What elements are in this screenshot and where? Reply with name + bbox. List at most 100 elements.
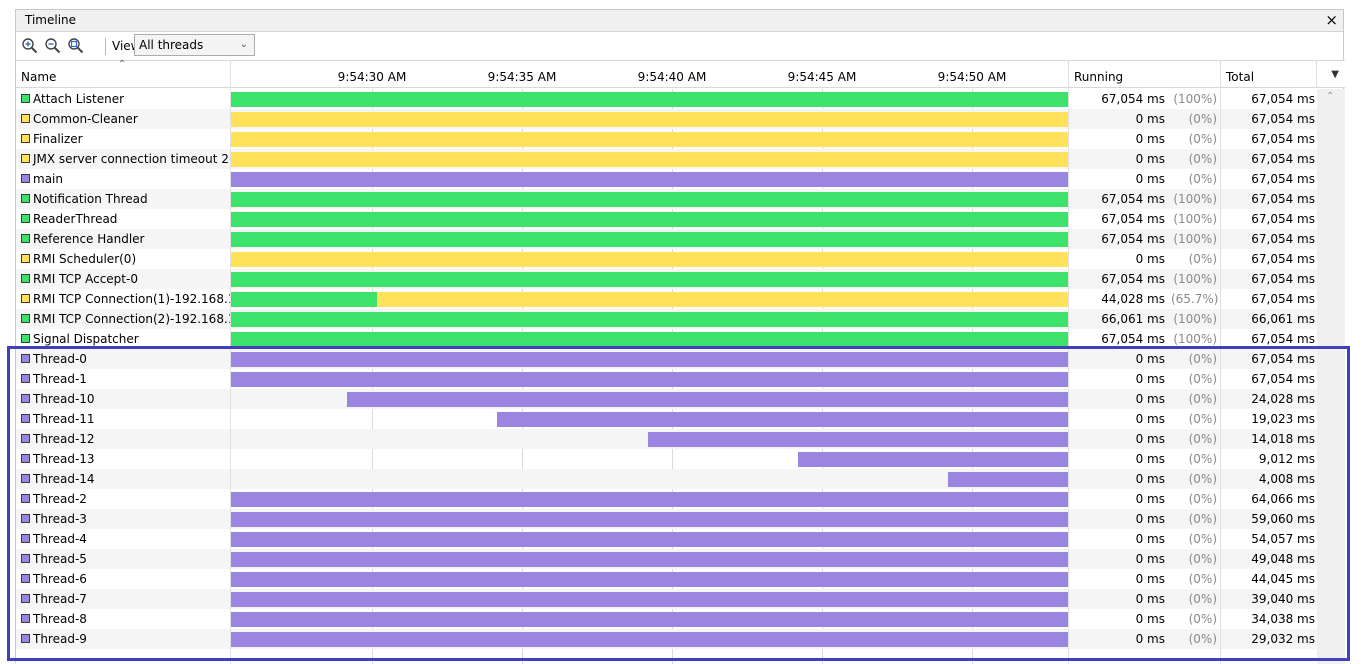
thread-state-swatch <box>21 354 30 363</box>
total-time: 67,054 ms <box>1251 292 1315 306</box>
thread-state-swatch <box>21 174 30 183</box>
table-row[interactable]: RMI Scheduler(0) 0 ms (0%) 67,054 ms <box>16 249 1317 269</box>
table-row[interactable]: RMI TCP Connection(1)-192.168.1 44,028 ms… <box>16 289 1317 309</box>
column-divider <box>230 89 231 664</box>
view-dropdown[interactable]: All threads ⌄ <box>134 34 255 56</box>
total-cell: 19,023 ms <box>1221 409 1317 429</box>
running-percent: (0%) <box>1188 592 1217 606</box>
thread-state-bar <box>231 532 1068 547</box>
scroll-up-icon[interactable]: ⌃ <box>1326 91 1335 102</box>
total-cell: 67,054 ms <box>1221 89 1317 109</box>
total-time: 67,054 ms <box>1251 272 1315 286</box>
thread-name-cell: Thread-1 <box>16 369 230 389</box>
table-row[interactable]: Thread-7 0 ms (0%) 39,040 ms <box>16 589 1317 609</box>
table-row[interactable]: Thread-5 0 ms (0%) 49,048 ms <box>16 549 1317 569</box>
toolbar-separator <box>105 38 106 55</box>
total-cell: 67,054 ms <box>1221 109 1317 129</box>
table-row[interactable]: ReaderThread 67,054 ms (100%) 67,054 ms <box>16 209 1317 229</box>
column-header-total[interactable]: Total <box>1221 61 1317 88</box>
table-row[interactable]: Thread-0 0 ms (0%) 67,054 ms <box>16 349 1317 369</box>
running-cell: 67,054 ms (100%) <box>1069 209 1220 229</box>
vertical-scrollbar[interactable]: ⌃ <box>1317 89 1345 664</box>
time-tick-label: 9:54:45 AM <box>787 70 857 84</box>
thread-timeline-cell <box>231 529 1068 549</box>
thread-state-swatch <box>21 94 30 103</box>
total-cell: 66,061 ms <box>1221 309 1317 329</box>
running-time: 0 ms <box>1135 432 1165 446</box>
thread-state-swatch <box>21 574 30 583</box>
table-row[interactable]: JMX server connection timeout 21 0 ms (0%)… <box>16 149 1317 169</box>
table-row[interactable]: Thread-12 0 ms (0%) 14,018 ms <box>16 429 1317 449</box>
table-row[interactable]: RMI TCP Connection(2)-192.168.1 66,061 ms… <box>16 309 1317 329</box>
sort-ascending-icon: ⌃ <box>118 59 127 70</box>
thread-state-swatch <box>21 494 30 503</box>
thread-name: Thread-8 <box>33 612 87 626</box>
table-row[interactable]: RMI TCP Accept-0 67,054 ms (100%) 67,054 ms <box>16 269 1317 289</box>
table-row[interactable]: Thread-8 0 ms (0%) 34,038 ms <box>16 609 1317 629</box>
table-row[interactable]: Attach Listener 67,054 ms (100%) 67,054 ms <box>16 89 1317 109</box>
total-cell: 67,054 ms <box>1221 189 1317 209</box>
zoom-fit-icon[interactable] <box>67 37 85 55</box>
thread-state-swatch <box>21 254 30 263</box>
thread-state-swatch <box>21 114 30 123</box>
thread-timeline-cell <box>231 269 1068 289</box>
table-row[interactable]: Thread-6 0 ms (0%) 44,045 ms <box>16 569 1317 589</box>
thread-name: Thread-13 <box>33 452 95 466</box>
thread-state-bar <box>231 592 1068 607</box>
total-time: 24,028 ms <box>1251 392 1315 406</box>
column-menu-icon[interactable]: ▼ <box>1331 69 1339 80</box>
thread-state-swatch <box>21 594 30 603</box>
table-row[interactable]: Thread-3 0 ms (0%) 59,060 ms <box>16 509 1317 529</box>
table-row[interactable]: Thread-10 0 ms (0%) 24,028 ms <box>16 389 1317 409</box>
thread-state-bar <box>231 352 1068 367</box>
thread-name: Signal Dispatcher <box>33 332 139 346</box>
total-time: 54,057 ms <box>1251 532 1315 546</box>
view-dropdown-value: All threads <box>139 38 204 52</box>
table-row[interactable]: Signal Dispatcher 67,054 ms (100%) 67,054 m… <box>16 329 1317 349</box>
table-row[interactable]: Thread-13 0 ms (0%) 9,012 ms <box>16 449 1317 469</box>
table-row[interactable]: main 0 ms (0%) 67,054 ms <box>16 169 1317 189</box>
thread-timeline-cell <box>231 489 1068 509</box>
running-cell: 0 ms (0%) <box>1069 629 1220 649</box>
table-row[interactable]: Reference Handler 67,054 ms (100%) 67,054 m… <box>16 229 1317 249</box>
running-cell: 67,054 ms (100%) <box>1069 229 1220 249</box>
thread-name: RMI TCP Connection(2)-192.168.1 <box>33 312 230 326</box>
table-row[interactable]: Notification Thread 67,054 ms (100%) 67,054… <box>16 189 1317 209</box>
table-row[interactable]: Thread-4 0 ms (0%) 54,057 ms <box>16 529 1317 549</box>
running-cell: 0 ms (0%) <box>1069 549 1220 569</box>
total-time: 29,032 ms <box>1251 632 1315 646</box>
table-row[interactable]: Finalizer 0 ms (0%) 67,054 ms <box>16 129 1317 149</box>
table-row[interactable]: Thread-14 0 ms (0%) 4,008 ms <box>16 469 1317 489</box>
thread-state-bar <box>347 392 1068 407</box>
column-divider <box>1220 89 1221 664</box>
table-row[interactable]: Thread-1 0 ms (0%) 67,054 ms <box>16 369 1317 389</box>
total-cell: 67,054 ms <box>1221 349 1317 369</box>
thread-name: JMX server connection timeout 21 <box>33 152 230 166</box>
column-header-name[interactable]: ⌃ Name <box>16 59 231 88</box>
column-header-running[interactable]: Running <box>1069 61 1221 88</box>
table-row[interactable]: Thread-2 0 ms (0%) 64,066 ms <box>16 489 1317 509</box>
close-icon[interactable]: × <box>1325 11 1338 29</box>
table-row[interactable]: Thread-9 0 ms (0%) 29,032 ms <box>16 629 1317 649</box>
total-time: 67,054 ms <box>1251 252 1315 266</box>
running-time: 67,054 ms <box>1101 272 1165 286</box>
running-cell: 0 ms (0%) <box>1069 149 1220 169</box>
total-cell: 9,012 ms <box>1221 449 1317 469</box>
table-row[interactable]: Thread-11 0 ms (0%) 19,023 ms <box>16 409 1317 429</box>
thread-timeline-cell <box>231 189 1068 209</box>
thread-state-bar <box>231 292 377 307</box>
thread-name-cell: Thread-5 <box>16 549 230 569</box>
thread-timeline-cell <box>231 309 1068 329</box>
time-tick-label: 9:54:30 AM <box>337 70 407 84</box>
thread-state-bar <box>231 212 1068 227</box>
thread-state-swatch <box>21 434 30 443</box>
total-cell: 64,066 ms <box>1221 489 1317 509</box>
thread-state-swatch <box>21 314 30 323</box>
total-time: 66,061 ms <box>1251 312 1315 326</box>
running-percent: (0%) <box>1188 632 1217 646</box>
zoom-out-icon[interactable] <box>44 37 62 55</box>
zoom-in-icon[interactable] <box>21 37 39 55</box>
thread-state-bar <box>231 172 1068 187</box>
table-row[interactable]: Common-Cleaner 0 ms (0%) 67,054 ms <box>16 109 1317 129</box>
column-header-timeline[interactable]: 9:54:30 AM 9:54:35 AM 9:54:40 AM 9:54:45 AM… <box>231 61 1069 88</box>
